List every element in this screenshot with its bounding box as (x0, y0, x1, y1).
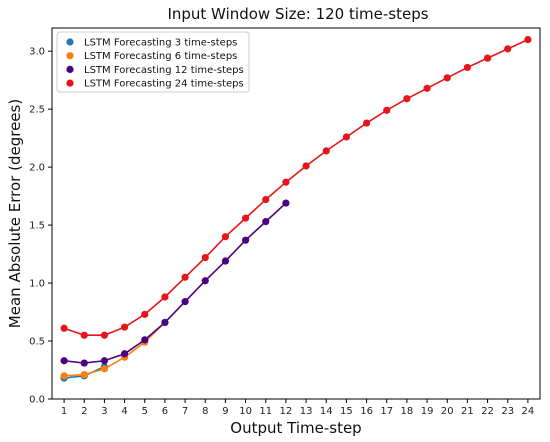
x-tick-label: 9 (222, 406, 228, 417)
x-tick-label: 8 (202, 406, 208, 417)
x-tick-label: 24 (522, 406, 535, 417)
legend-item: LSTM Forecasting 24 time-steps (66, 79, 244, 90)
data-point (524, 35, 532, 44)
data-point (443, 74, 451, 82)
data-point (60, 324, 68, 332)
x-tick-label: 14 (320, 406, 333, 417)
legend-item: LSTM Forecasting 6 time-steps (66, 51, 237, 62)
data-point (342, 133, 351, 141)
data-point (141, 310, 149, 318)
data-point (403, 95, 411, 103)
data-point (100, 365, 109, 373)
data-point (80, 331, 88, 339)
x-axis-label: Output Time-step (230, 419, 361, 437)
legend-item: LSTM Forecasting 3 time-steps (66, 38, 237, 49)
legend-item: LSTM Forecasting 12 time-steps (66, 65, 244, 76)
x-tick-label: 20 (441, 406, 454, 417)
data-point (241, 236, 250, 244)
legend-label: LSTM Forecasting 24 time-steps (84, 79, 244, 90)
legend-label: LSTM Forecasting 3 time-steps (84, 38, 237, 49)
data-point (80, 359, 88, 367)
x-tick-label: 5 (142, 406, 148, 417)
legend-marker (66, 65, 74, 73)
x-tick-label: 22 (481, 406, 494, 417)
x-tick-label: 21 (461, 406, 474, 417)
data-point (423, 84, 431, 92)
data-point (161, 318, 169, 327)
x-axis: 1 2 3 4 5 6 7 8 9 10 11 12 13 14 15 16 17 18 19 20 21 22 23 24 (61, 399, 534, 417)
data-point (201, 253, 209, 262)
data-point (60, 372, 68, 380)
data-point (362, 119, 371, 127)
series-line (63, 38, 529, 337)
data-point (141, 336, 149, 344)
data-point (262, 218, 270, 226)
series-3 (60, 199, 290, 367)
data-point (221, 233, 230, 241)
data-point (161, 293, 169, 301)
series-4 (60, 35, 532, 339)
legend-box (56, 31, 250, 93)
x-tick-label: 2 (81, 406, 87, 417)
x-tick-label: 15 (340, 406, 353, 417)
data-point (282, 199, 290, 207)
data-point (100, 357, 109, 365)
legend-label: LSTM Forecasting 6 time-steps (84, 51, 237, 62)
data-point (322, 147, 330, 155)
data-point (181, 298, 189, 306)
data-point (463, 63, 472, 72)
x-tick-label: 7 (182, 406, 188, 417)
y-axis-label: Mean Absolute Error (degrees) (6, 99, 24, 328)
x-tick-label: 4 (121, 406, 127, 417)
data-point (60, 357, 68, 365)
data-point (120, 323, 129, 331)
y-tick-label: 0.5 (29, 337, 45, 348)
x-tick-label: 13 (300, 406, 313, 417)
legend-marker (66, 38, 74, 46)
y-tick-label: 1.0 (29, 279, 45, 290)
x-tick-label: 3 (101, 406, 107, 417)
y-tick-label: 1.5 (29, 221, 45, 232)
data-point (262, 195, 270, 204)
x-tick-label: 19 (421, 406, 434, 417)
data-point (221, 257, 230, 265)
y-tick-label: 2.5 (29, 105, 45, 116)
y-tick-label: 0.0 (29, 395, 45, 406)
x-tick-label: 11 (259, 406, 272, 417)
data-point (120, 350, 129, 358)
x-tick-label: 1 (61, 406, 67, 417)
data-point (483, 54, 492, 62)
x-tick-label: 23 (501, 406, 514, 417)
data-point (282, 178, 290, 186)
legend: LSTM Forecasting 3 time-steps LSTM Foreca… (56, 31, 250, 93)
x-tick-label: 16 (360, 406, 373, 417)
data-point (504, 45, 512, 53)
legend-label: LSTM Forecasting 12 time-steps (84, 65, 244, 76)
data-point (383, 106, 391, 114)
x-tick-label: 18 (401, 406, 414, 417)
plot-area (60, 35, 532, 382)
y-axis: 0.0 0.5 1.0 1.5 2.0 2.5 3.0 (29, 47, 52, 406)
data-point (181, 273, 189, 281)
data-point (201, 277, 209, 285)
chart-title: Input Window Size: 120 time-steps (167, 5, 428, 23)
x-tick-label: 10 (239, 406, 252, 417)
x-tick-label: 12 (280, 406, 293, 417)
legend-marker (66, 79, 74, 87)
data-point (241, 214, 250, 222)
y-tick-label: 3.0 (29, 47, 45, 58)
data-point (100, 331, 109, 339)
legend-marker (66, 52, 74, 60)
y-tick-label: 2.0 (29, 163, 45, 174)
data-point (302, 162, 310, 170)
x-tick-label: 6 (162, 406, 168, 417)
plot-frame (51, 27, 541, 400)
x-tick-label: 17 (380, 406, 393, 417)
data-point (80, 371, 88, 379)
